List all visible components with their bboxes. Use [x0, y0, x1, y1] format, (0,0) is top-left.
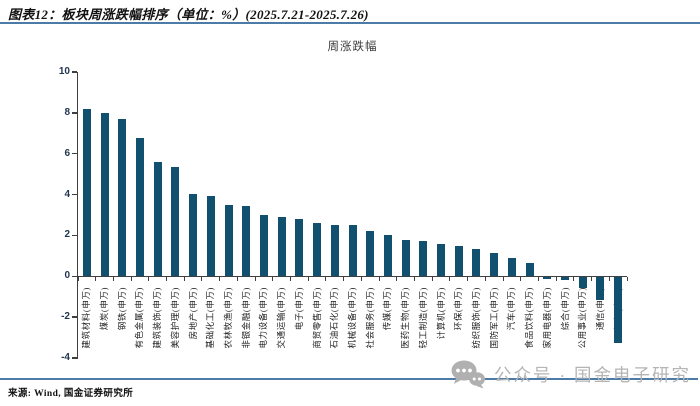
watermark: 公众号 · 国金电子研究	[450, 357, 691, 391]
x-tickmark	[254, 277, 256, 282]
watermark-text: 公众号 · 国金电子研究	[494, 364, 692, 385]
y-tick-label: 10	[58, 66, 70, 77]
x-tickmark	[166, 277, 168, 282]
y-tickmark	[72, 193, 77, 196]
x-tickmark	[219, 277, 221, 282]
x-tickmark	[112, 277, 114, 282]
x-tickmark	[573, 277, 575, 282]
bar	[206, 195, 215, 277]
y-tick-label: -2	[61, 311, 70, 323]
x-tickmark	[130, 277, 132, 282]
bar	[330, 225, 339, 277]
bar	[472, 248, 481, 277]
y-tickmark	[72, 316, 77, 318]
x-tickmark	[77, 277, 79, 282]
bar	[366, 231, 375, 277]
chart-title: 周涨跌幅	[327, 41, 378, 53]
bar	[401, 239, 410, 277]
x-tickmark	[290, 277, 292, 282]
bar	[383, 235, 392, 277]
y-tick-label: 2	[64, 229, 70, 241]
y-tickmark	[72, 71, 77, 73]
bar	[189, 193, 198, 277]
bar	[348, 225, 357, 277]
x-tickmark	[608, 277, 610, 282]
x-tickmark	[201, 277, 203, 282]
x-axis-line	[76, 275, 627, 278]
x-tickmark	[272, 277, 274, 282]
x-tickmark	[95, 277, 97, 282]
bar	[561, 277, 570, 281]
bar	[242, 205, 251, 277]
bar	[277, 217, 286, 277]
y-tick-label: 0	[64, 270, 70, 282]
x-tickmark	[626, 277, 628, 282]
x-tickmark	[343, 277, 345, 282]
x-tickmark	[520, 277, 522, 282]
footer-rule	[0, 378, 698, 380]
y-tickmark	[72, 152, 77, 155]
wechat-icon	[451, 360, 485, 389]
x-tickmark	[537, 277, 539, 282]
y-tick-label: 6	[64, 147, 70, 159]
bar	[596, 277, 605, 300]
x-tickmark	[148, 277, 150, 282]
x-tickmark	[484, 277, 486, 282]
bar	[525, 263, 534, 277]
bar	[135, 138, 144, 277]
x-tickmark	[183, 277, 185, 282]
bar	[437, 243, 446, 277]
bar	[614, 277, 623, 344]
bar	[171, 166, 180, 277]
x-tickmark	[467, 277, 469, 282]
bar	[82, 108, 91, 277]
bar	[313, 223, 322, 277]
bar	[100, 112, 109, 277]
bar	[543, 277, 552, 280]
x-tickmark	[431, 277, 433, 282]
y-tickmark	[72, 112, 77, 114]
y-tick-label: -4	[61, 352, 70, 363]
bar	[454, 245, 463, 277]
x-tickmark	[360, 277, 362, 282]
y-axis-line	[76, 72, 78, 359]
bar	[295, 219, 304, 277]
figure-title: 图表12：板块周涨跌幅排序（单位：%）(2025.7.21-2025.7.26)	[8, 7, 369, 22]
x-tickmark	[236, 277, 238, 282]
bar	[507, 257, 516, 277]
x-tickmark	[307, 277, 309, 282]
title-underline	[0, 22, 700, 24]
x-tickmark	[325, 277, 327, 282]
x-tickmark	[502, 277, 504, 282]
source-note: 来源: Wind, 国金证券研究所	[8, 389, 134, 399]
x-tickmark	[378, 277, 380, 282]
bar	[153, 161, 162, 277]
x-tickmark	[591, 277, 593, 282]
bar	[259, 215, 268, 277]
y-tickmark	[72, 357, 77, 359]
weekly-change-bar-chart: 周涨跌幅 10 8 6 4 2 0 -2 -4 建筑材料(申万) 煤炭(申万) 钢铁(申万) 有色金属…	[0, 26, 700, 372]
bar	[118, 118, 127, 277]
bar	[419, 240, 428, 277]
y-tick-label: 8	[64, 106, 70, 118]
y-tickmark	[72, 275, 77, 278]
bar	[490, 252, 499, 277]
x-tickmark	[396, 277, 398, 282]
y-tickmark	[72, 234, 77, 237]
x-tickmark	[555, 277, 557, 282]
bar	[224, 204, 233, 277]
x-tickmark	[449, 277, 451, 282]
bar	[578, 277, 587, 289]
y-tick-label: 4	[64, 188, 70, 200]
x-tickmark	[413, 277, 415, 282]
